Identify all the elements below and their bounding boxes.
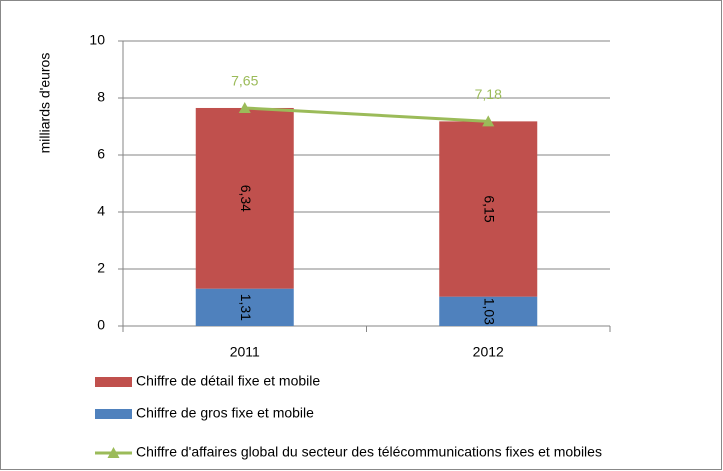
bar — [439, 296, 538, 326]
legend-label: Chiffre de détail fixe et mobile — [136, 373, 320, 389]
data-label: 7,18 — [475, 86, 502, 102]
legend-label: Chiffre d'affaires global du secteur des… — [136, 444, 602, 460]
legend-marker — [107, 447, 120, 458]
data-label: 1,03 — [482, 298, 498, 325]
y-tick-label: 10 — [89, 32, 105, 48]
line-marker — [482, 115, 495, 127]
legend-swatch — [95, 377, 132, 387]
data-label: 7,65 — [231, 73, 258, 89]
legend-label: Chiffre de gros fixe et mobile — [136, 405, 314, 421]
line — [244, 106, 489, 123]
y-axis-label: milliards d'euros — [37, 53, 53, 154]
data-label: 1,31 — [238, 294, 254, 321]
y-tick-label: 8 — [97, 89, 105, 105]
x-tick-label: 2012 — [473, 344, 504, 360]
y-tick-label: 2 — [97, 260, 105, 276]
y-tick-label: 6 — [97, 146, 105, 162]
bar — [195, 107, 294, 289]
y-tick-label: 4 — [97, 203, 105, 219]
data-label: 6,34 — [238, 185, 254, 212]
bar — [195, 288, 294, 326]
data-label: 6,15 — [482, 195, 498, 222]
x-tick-label: 2011 — [230, 344, 260, 360]
bar — [439, 121, 538, 297]
line-marker — [238, 101, 251, 113]
y-tick-label: 0 — [97, 317, 105, 333]
legend-swatch — [95, 409, 132, 419]
